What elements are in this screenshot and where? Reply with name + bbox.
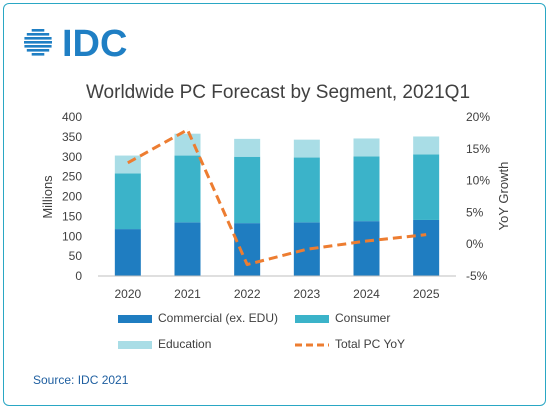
bar-commercial-2021 — [174, 222, 201, 276]
y-tick-label: 200 — [62, 190, 82, 204]
bar-education-2023 — [293, 139, 320, 158]
y-axis-ticks: 0 50 100 150 200 250 300 350 400 — [62, 110, 82, 283]
legend-label: Education — [158, 337, 211, 351]
chart-title: Worldwide PC Forecast by Segment, 2021Q1 — [86, 82, 470, 103]
idc-logo: IDC — [24, 23, 127, 65]
globe-stripe — [26, 33, 50, 36]
bar-education-2024 — [353, 138, 380, 157]
bar-commercial-2020 — [114, 229, 141, 276]
legend-swatch — [118, 315, 152, 323]
bar-series — [114, 133, 440, 276]
legend-label: Commercial (ex. EDU) — [158, 311, 278, 325]
bar-education-2022 — [234, 138, 261, 157]
globe-icon — [24, 29, 52, 56]
y2-tick-label: 20% — [466, 110, 490, 124]
x-tick-label: 2022 — [234, 287, 261, 301]
bar-consumer-2023 — [293, 157, 320, 223]
y-tick-label: 0 — [75, 269, 82, 283]
globe-stripe — [24, 45, 52, 48]
bar-consumer-2022 — [234, 156, 261, 224]
y-tick-label: 400 — [62, 110, 82, 124]
y-tick-label: 100 — [62, 229, 82, 243]
yoy-line-series — [127, 128, 427, 267]
yoy-line — [127, 128, 427, 267]
globe-stripe — [24, 41, 52, 44]
legend-swatch — [295, 315, 329, 323]
bar-commercial-2025 — [413, 219, 440, 276]
x-tick-label: 2025 — [413, 287, 440, 301]
y-tick-label: 50 — [69, 249, 83, 263]
y2-tick-label: 5% — [466, 205, 484, 219]
bar-consumer-2020 — [114, 173, 141, 230]
y2-axis-title: YoY Growth — [496, 162, 511, 231]
bar-education-2020 — [114, 155, 141, 174]
legend-label: Consumer — [335, 311, 390, 325]
x-tick-label: 2023 — [293, 287, 320, 301]
source-note: Source: IDC 2021 — [33, 373, 129, 387]
bar-consumer-2021 — [174, 155, 201, 223]
globe-stripe — [24, 37, 52, 40]
y-tick-label: 300 — [62, 150, 82, 164]
legend: Commercial (ex. EDU) Consumer Education Tot… — [118, 311, 405, 351]
x-tick-label: 2021 — [174, 287, 201, 301]
globe-stripe — [26, 49, 50, 52]
legend-label: Total PC YoY — [335, 337, 405, 351]
bar-consumer-2025 — [413, 154, 440, 220]
y2-tick-label: 10% — [466, 174, 490, 188]
y-axis-title: Millions — [40, 175, 55, 219]
bar-commercial-2022 — [234, 223, 261, 276]
chart-frame — [3, 3, 546, 406]
legend-swatch — [118, 341, 152, 349]
x-tick-label: 2024 — [353, 287, 380, 301]
y2-axis-ticks: -5% 0% 5% 10% 15% 20% — [466, 110, 490, 283]
y-tick-label: 350 — [62, 130, 82, 144]
x-axis-ticks: 2020 2021 2022 2023 2024 2025 — [114, 287, 439, 301]
bar-education-2025 — [413, 136, 440, 155]
y-tick-label: 150 — [62, 209, 82, 223]
globe-stripe — [31, 29, 45, 32]
bar-commercial-2024 — [353, 221, 380, 276]
bar-education-2021 — [174, 133, 201, 156]
y-tick-label: 250 — [62, 170, 82, 184]
y2-tick-label: -5% — [466, 269, 488, 283]
x-tick-label: 2020 — [114, 287, 141, 301]
bar-consumer-2024 — [353, 156, 380, 222]
y2-tick-label: 15% — [466, 142, 490, 156]
y2-tick-label: 0% — [466, 237, 484, 251]
logo-text: IDC — [62, 23, 127, 65]
globe-stripe — [31, 53, 45, 56]
